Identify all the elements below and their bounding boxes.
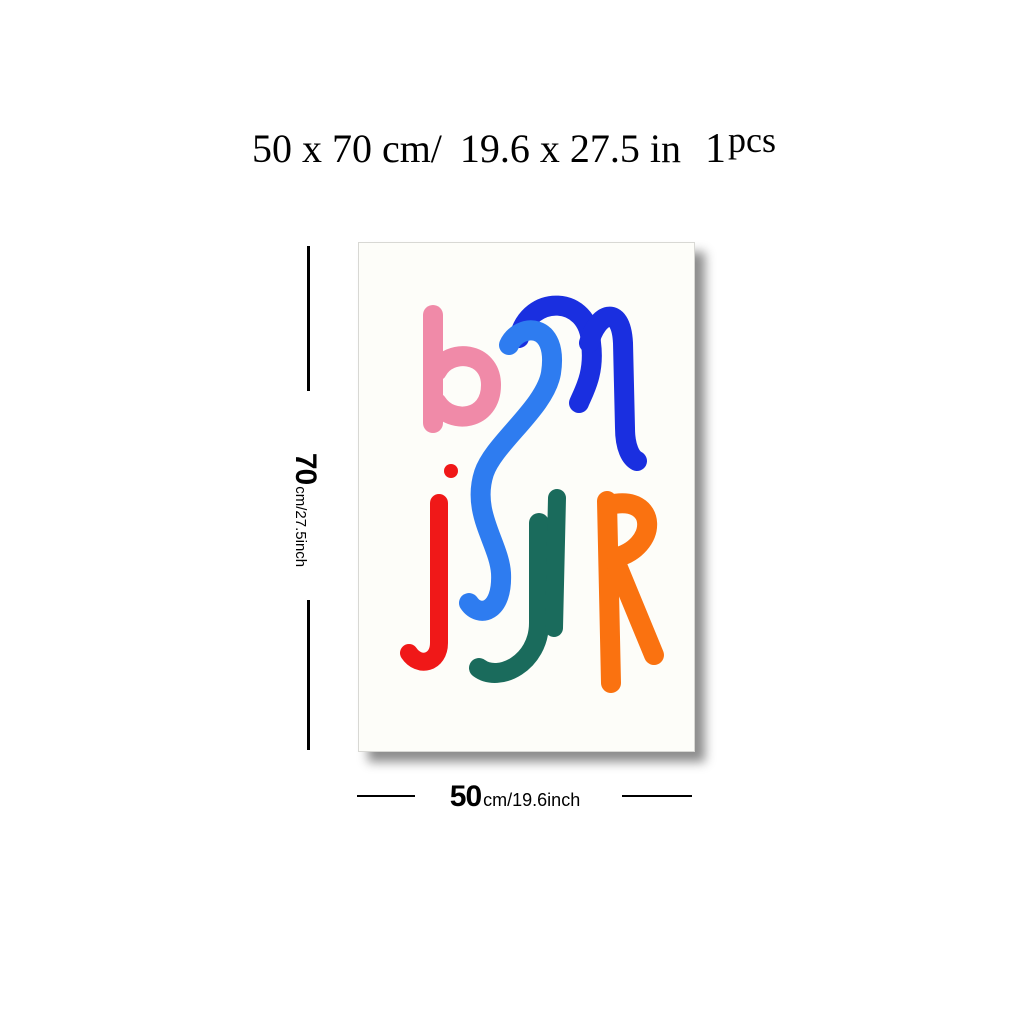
height-dimension-line-bottom <box>307 600 310 750</box>
height-dimension-line-top <box>307 246 310 391</box>
width-unit: cm/19.6inch <box>483 790 581 810</box>
product-size-headline: 50 x 70 cm/ 19.6 x 27.5 in 1pcs <box>0 122 1024 172</box>
letter-r-orange <box>597 491 664 693</box>
letter-u-teal <box>469 489 566 683</box>
height-dimension-label: 70 cm/27.5inch <box>289 450 322 570</box>
width-dimension-line-left <box>357 795 415 797</box>
poster-canvas <box>358 242 695 752</box>
quantity-unit: pcs <box>728 120 777 160</box>
height-value: 70 <box>289 452 322 485</box>
size-in-text: 19.6 x 27.5 in <box>459 126 682 171</box>
width-dimension-line-right <box>622 795 692 797</box>
quantity-number: 1 <box>705 126 727 172</box>
letter-n-navy <box>509 295 647 471</box>
letter-o-light-blue <box>459 320 563 621</box>
height-unit: cm/27.5inch <box>292 486 309 568</box>
size-cm-text: 50 x 70 cm/ <box>251 126 442 171</box>
letter-b-pink <box>423 305 501 433</box>
letter-j-dot <box>444 464 458 478</box>
width-dimension-label: 50 cm/19.6inch <box>415 780 615 813</box>
letter-j-red <box>400 464 458 671</box>
width-value: 50 <box>449 780 482 813</box>
bonjour-artwork <box>400 295 664 693</box>
